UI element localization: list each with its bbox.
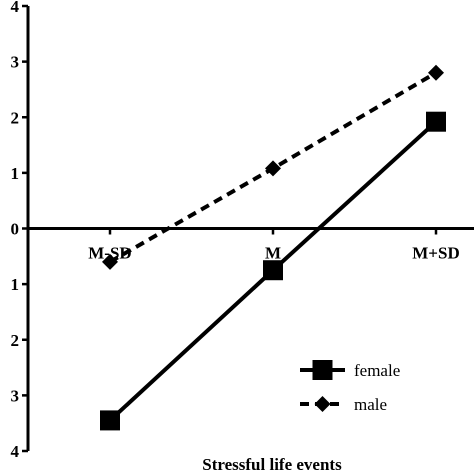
series-female (100, 111, 446, 431)
series-male (102, 64, 444, 270)
legend-marker (312, 360, 333, 380)
data-point-female (426, 111, 446, 132)
y-tick-label: 1 (11, 164, 20, 183)
y-tick-label: 3 (11, 386, 20, 405)
y-tick-label: 3 (11, 53, 20, 72)
legend: female male (300, 360, 400, 414)
legend-marker (314, 396, 331, 412)
data-point-male (265, 160, 281, 177)
data-point-male (102, 253, 118, 270)
y-tick-label: 2 (11, 331, 20, 350)
y-tick-label: 2 (11, 108, 20, 127)
legend-label: male (354, 395, 387, 414)
data-point-female (100, 410, 120, 431)
x-tick-label: M+SD (412, 244, 459, 263)
x-axis-categories: M-SD M M+SD (88, 228, 460, 263)
data-point-female (263, 260, 283, 281)
series-lines (100, 64, 446, 431)
y-tick-label: 4 (11, 442, 20, 461)
y-tick-label: 0 (11, 220, 20, 239)
legend-item-male: male (300, 395, 387, 414)
x-tick-label: M (265, 244, 281, 263)
y-axis-ticks: 4 3 2 1 0 1 2 3 4 (11, 0, 28, 461)
legend-label: female (354, 361, 400, 380)
y-tick-label: 1 (11, 275, 20, 294)
x-axis-title: Stressful life events (202, 455, 342, 474)
x-tick-label: M-SD (88, 244, 131, 263)
legend-item-female: female (300, 360, 400, 380)
axes (26, 6, 474, 451)
data-point-male (428, 64, 444, 81)
y-tick-label: 4 (11, 0, 20, 16)
